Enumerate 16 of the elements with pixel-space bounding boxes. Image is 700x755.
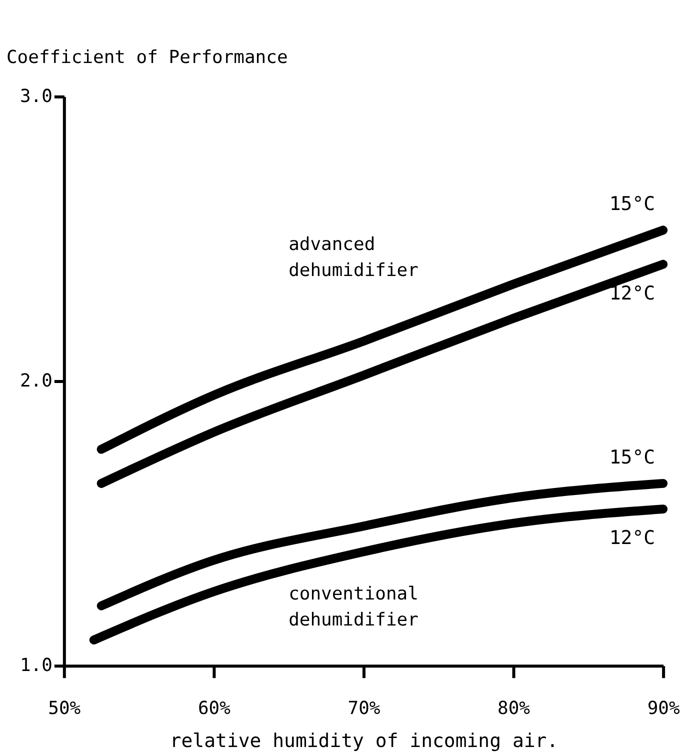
x-tick-label: 50% [48, 698, 81, 720]
y-tick-label: 1.0 [20, 655, 52, 676]
annotation: conventional dehumidifier [288, 584, 419, 631]
x-axis-title: relative humidity of incoming air. [170, 730, 558, 752]
series-label: 12°C [609, 527, 656, 550]
x-tick-label: 80% [498, 698, 530, 720]
y-axis-title: Coefficient of Performance [6, 46, 288, 68]
x-tick-label: 70% [348, 698, 380, 720]
x-tick-label: 90% [647, 698, 680, 720]
x-tick-label: 60% [198, 698, 231, 720]
series-label: 15°C [609, 446, 656, 468]
annotation: advanced dehumidifier [288, 234, 419, 282]
y-tick-label: 2.0 [20, 370, 52, 392]
y-tick-label: 3.0 [20, 86, 52, 107]
series-label: 12°C [609, 282, 656, 304]
series-label: 15°C [609, 193, 656, 216]
